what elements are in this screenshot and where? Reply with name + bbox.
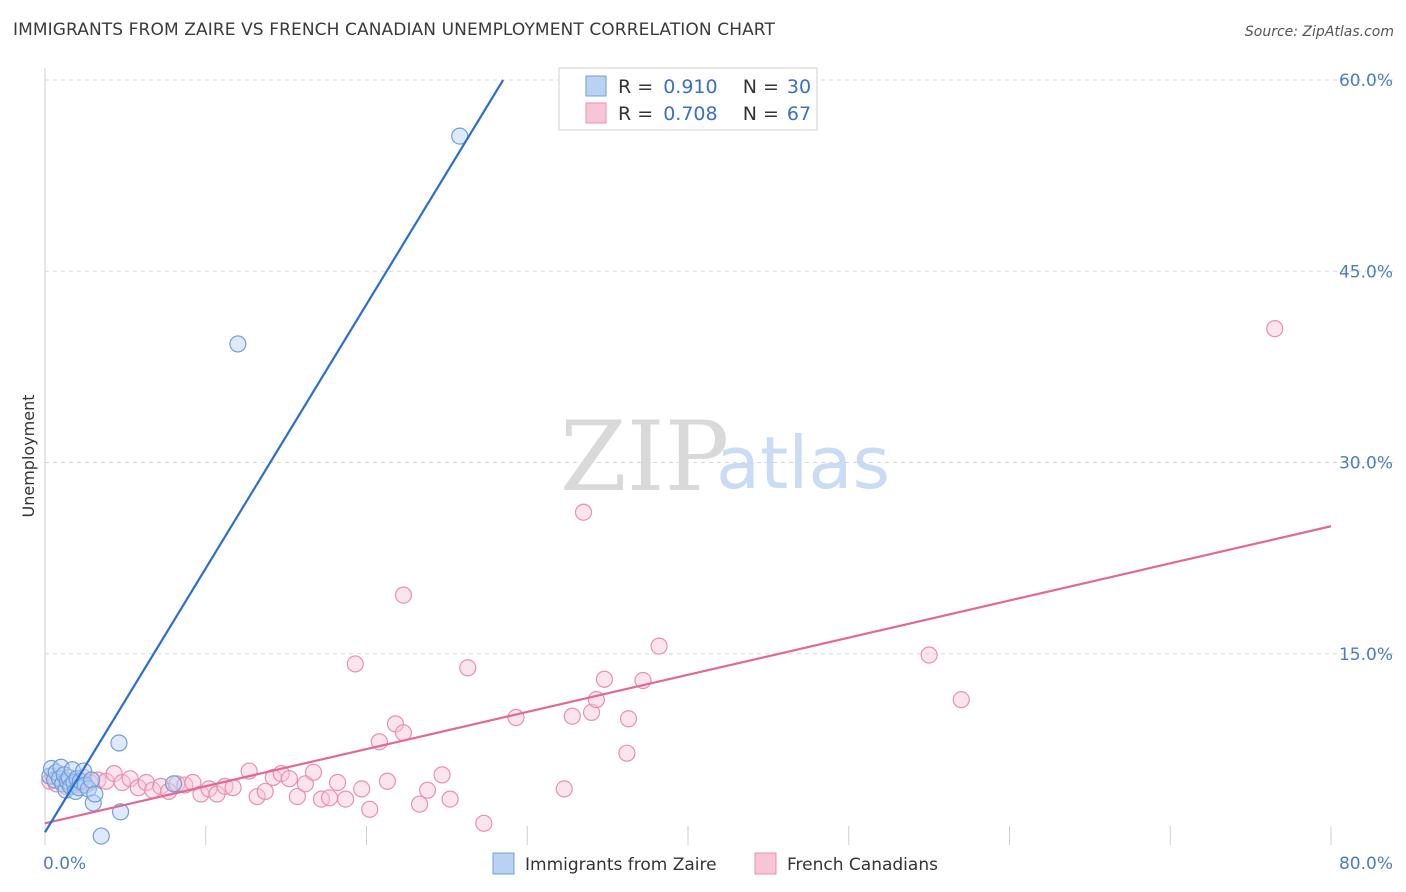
bottom-legend-label-zaire: Immigrants from Zaire — [525, 855, 717, 875]
french-canadians-point — [353, 780, 371, 798]
x-tick-label-min: 0.0% — [43, 854, 86, 874]
y-tick-label: 45.0% — [1339, 262, 1393, 282]
french-canadians-point — [563, 707, 581, 725]
french-canadians-point — [361, 800, 379, 818]
french-canadians-point — [555, 780, 573, 798]
zaire-point — [110, 734, 128, 752]
y-tick-label: 60.0% — [1339, 71, 1393, 91]
french-canadians-point — [410, 795, 429, 813]
french-canadians-point — [378, 772, 396, 790]
french-canadians-point — [1266, 320, 1284, 338]
french-canadians-point — [475, 814, 493, 832]
french-canadians-point — [288, 787, 306, 806]
french-canadians-point — [650, 637, 668, 655]
french-canadians-point — [256, 782, 274, 801]
french-canadians-point — [441, 790, 459, 808]
french-canadians-point — [574, 503, 593, 521]
french-canadians-point — [582, 703, 601, 722]
french-canadians-point — [619, 710, 638, 728]
top-legend: R = 0.910 N = 30 R = 0.708 N = 67 — [558, 67, 818, 131]
french-canadians-point — [459, 659, 477, 677]
french-canadians-point — [920, 646, 938, 664]
french-canadians-points — [41, 320, 1284, 832]
french-canadians-trendline — [44, 525, 1332, 825]
legend-n-value: 67 — [787, 103, 811, 125]
y-tick-labels: 15.0% 30.0% 45.0% 60.0% — [1339, 71, 1393, 665]
legend-r-value: 0.708 — [663, 103, 717, 125]
x-axis-ticks — [44, 826, 1332, 845]
french-canadians-point — [507, 708, 525, 727]
french-canadians-point — [418, 781, 437, 799]
french-canadians-point — [595, 670, 614, 688]
french-canadians-point — [320, 789, 339, 807]
legend-swatch-zaire — [585, 75, 607, 97]
legend-swatch-french-canadians — [585, 102, 607, 124]
y-axis-title: Unemployment — [19, 395, 38, 518]
french-canadians-point — [346, 655, 364, 673]
legend-r-label: R = — [618, 103, 659, 125]
zaire-points — [41, 127, 469, 845]
french-canadians-point — [280, 770, 298, 788]
french-canadians-point — [952, 691, 970, 709]
watermark-atlas: atlas — [716, 421, 890, 505]
zaire-trendline — [44, 79, 505, 833]
zaire-point — [92, 827, 110, 845]
x-tick-label-max: 80.0% — [1339, 854, 1393, 874]
legend-row-french-canadians: R = 0.708 N = 67 — [618, 103, 811, 125]
french-canadians-point — [113, 773, 131, 792]
bottom-legend-swatch-french-canadians — [754, 852, 777, 875]
bottom-legend: Immigrants from Zaire French Canadians — [492, 852, 938, 875]
bottom-legend-swatch-zaire — [492, 852, 515, 875]
french-canadians-point — [433, 766, 451, 784]
y-tick-label: 15.0% — [1339, 645, 1393, 665]
zaire-point — [229, 335, 247, 353]
watermark-zip: ZIP — [560, 401, 729, 513]
zaire-point — [165, 775, 183, 793]
y-tick-label: 30.0% — [1339, 454, 1393, 474]
french-canadians-point — [394, 586, 413, 604]
zaire-point — [83, 771, 101, 789]
legend-n-label: N = — [743, 103, 785, 125]
french-canadians-point — [304, 763, 323, 781]
bottom-legend-label-french-canadians: French Canadians — [787, 855, 938, 875]
legend-r-label: R = — [618, 76, 659, 98]
french-canadians-point — [618, 744, 636, 762]
legend-n-value: 30 — [787, 76, 811, 98]
legend-row-zaire: R = 0.910 N = 30 — [618, 76, 811, 98]
chart-title: IMMIGRANTS FROM ZAIRE VS FRENCH CANADIAN… — [13, 20, 775, 40]
legend-r-value: 0.910 — [663, 76, 717, 98]
source-credit: Source: ZipAtlas.com — [1244, 24, 1394, 40]
zaire-point — [86, 785, 104, 803]
french-canadians-point — [328, 773, 347, 792]
french-canadians-point — [337, 790, 355, 808]
legend-n-label: N = — [743, 76, 785, 98]
